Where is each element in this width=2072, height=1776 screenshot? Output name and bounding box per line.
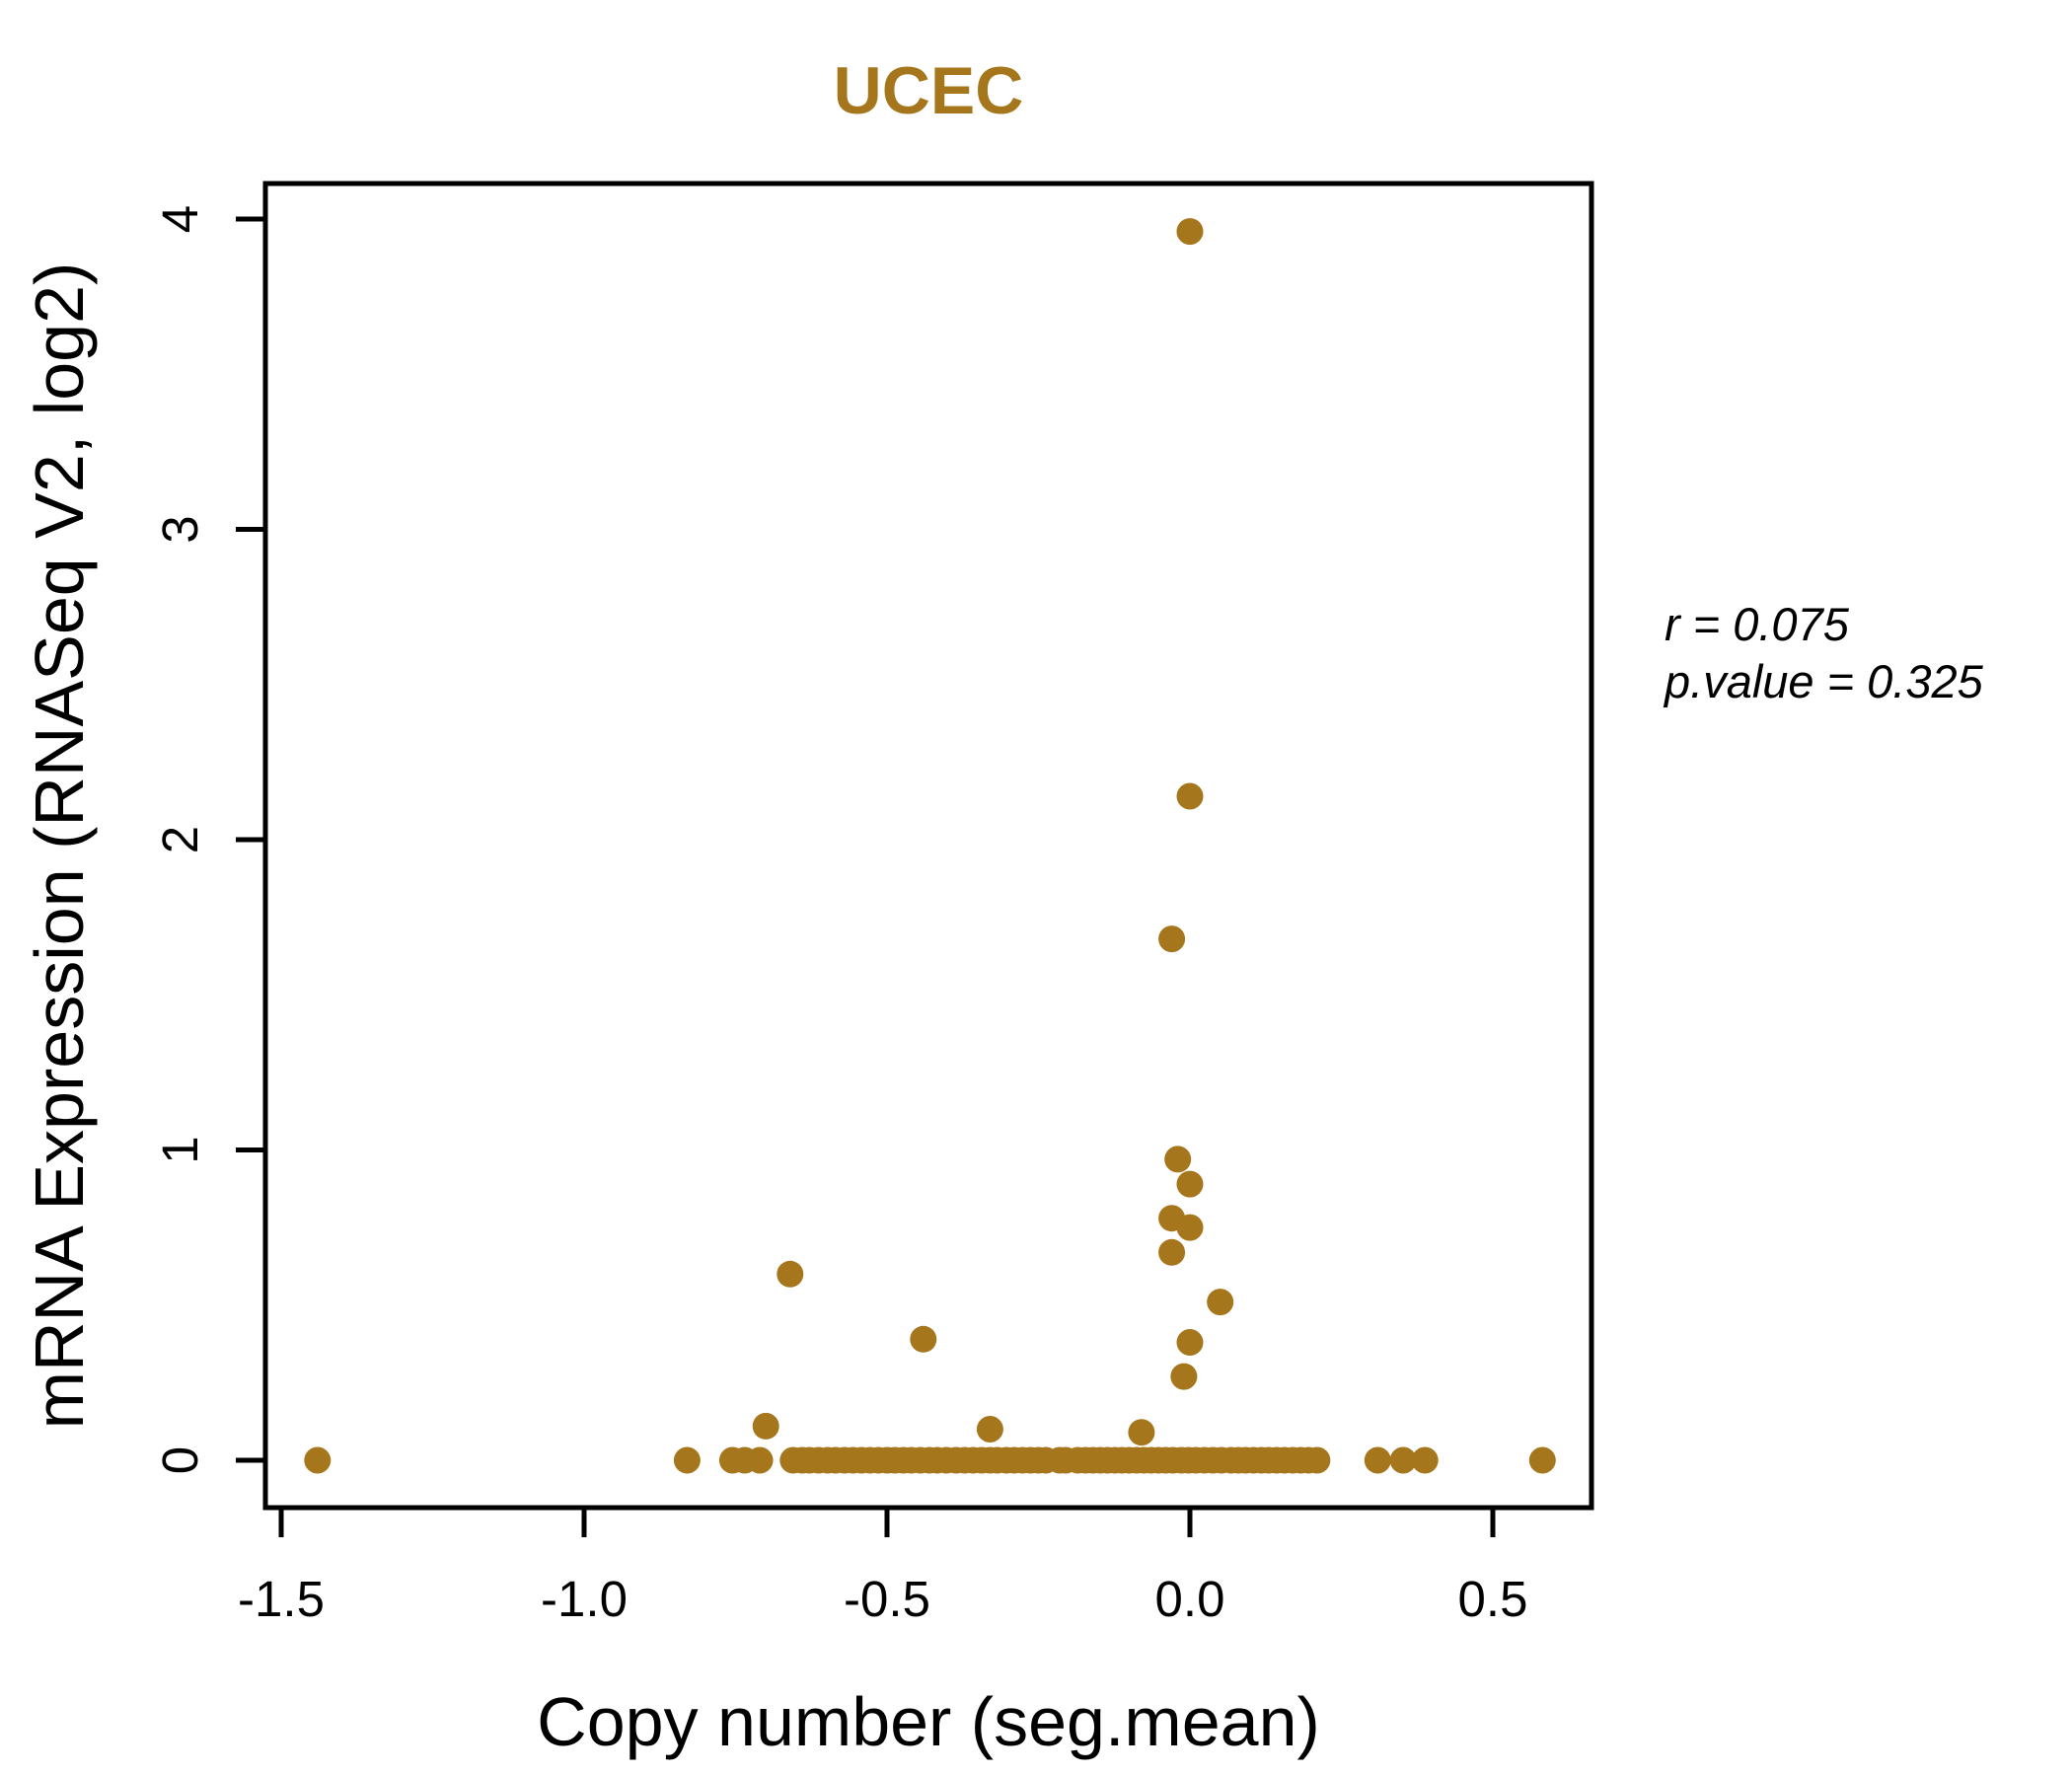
y-axis-title: mRNA Expression (RNASeq V2, log2) xyxy=(21,261,98,1430)
y-tick-label: 0 xyxy=(152,1446,208,1474)
data-point xyxy=(752,1412,779,1440)
x-axis-title: Copy number (seg.mean) xyxy=(537,1683,1320,1760)
data-point xyxy=(746,1446,774,1474)
data-point xyxy=(1303,1446,1331,1474)
data-point xyxy=(1158,1238,1186,1266)
data-point xyxy=(1176,782,1204,810)
y-tick-label: 2 xyxy=(152,826,208,853)
data-point xyxy=(1176,1170,1204,1198)
x-tick-label: 0.0 xyxy=(1155,1571,1225,1627)
x-tick-label: 0.5 xyxy=(1458,1571,1528,1627)
data-point xyxy=(1176,1214,1204,1241)
y-tick-label: 1 xyxy=(152,1136,208,1163)
plot-border xyxy=(262,181,1594,1511)
data-point xyxy=(1158,925,1186,953)
x-tick-label: -1.0 xyxy=(541,1571,628,1627)
data-point xyxy=(1364,1446,1391,1474)
data-point xyxy=(777,1260,804,1288)
y-tick-label: 4 xyxy=(152,205,208,233)
data-point xyxy=(1528,1446,1556,1474)
data-point xyxy=(1207,1289,1234,1316)
data-point xyxy=(1128,1419,1155,1446)
data-point xyxy=(1411,1446,1439,1474)
data-point xyxy=(1176,218,1204,246)
y-tick-label: 3 xyxy=(152,515,208,543)
data-point xyxy=(976,1416,1003,1443)
stat-p-value: p.value = 0.325 xyxy=(1665,655,1983,707)
plot-title: UCEC xyxy=(833,53,1024,128)
data-point xyxy=(1389,1446,1417,1474)
data-point xyxy=(910,1325,937,1353)
x-tick-label: -0.5 xyxy=(844,1571,930,1627)
data-point xyxy=(304,1446,332,1474)
x-tick-label: -1.5 xyxy=(238,1571,325,1627)
data-point xyxy=(1170,1363,1198,1390)
stat-r-value: r = 0.075 xyxy=(1665,598,1849,650)
data-point xyxy=(1176,1329,1204,1356)
correlation-annotation: r = 0.075 p.value = 0.325 xyxy=(1665,596,1983,710)
data-point xyxy=(1164,1146,1192,1173)
data-point xyxy=(673,1446,701,1474)
